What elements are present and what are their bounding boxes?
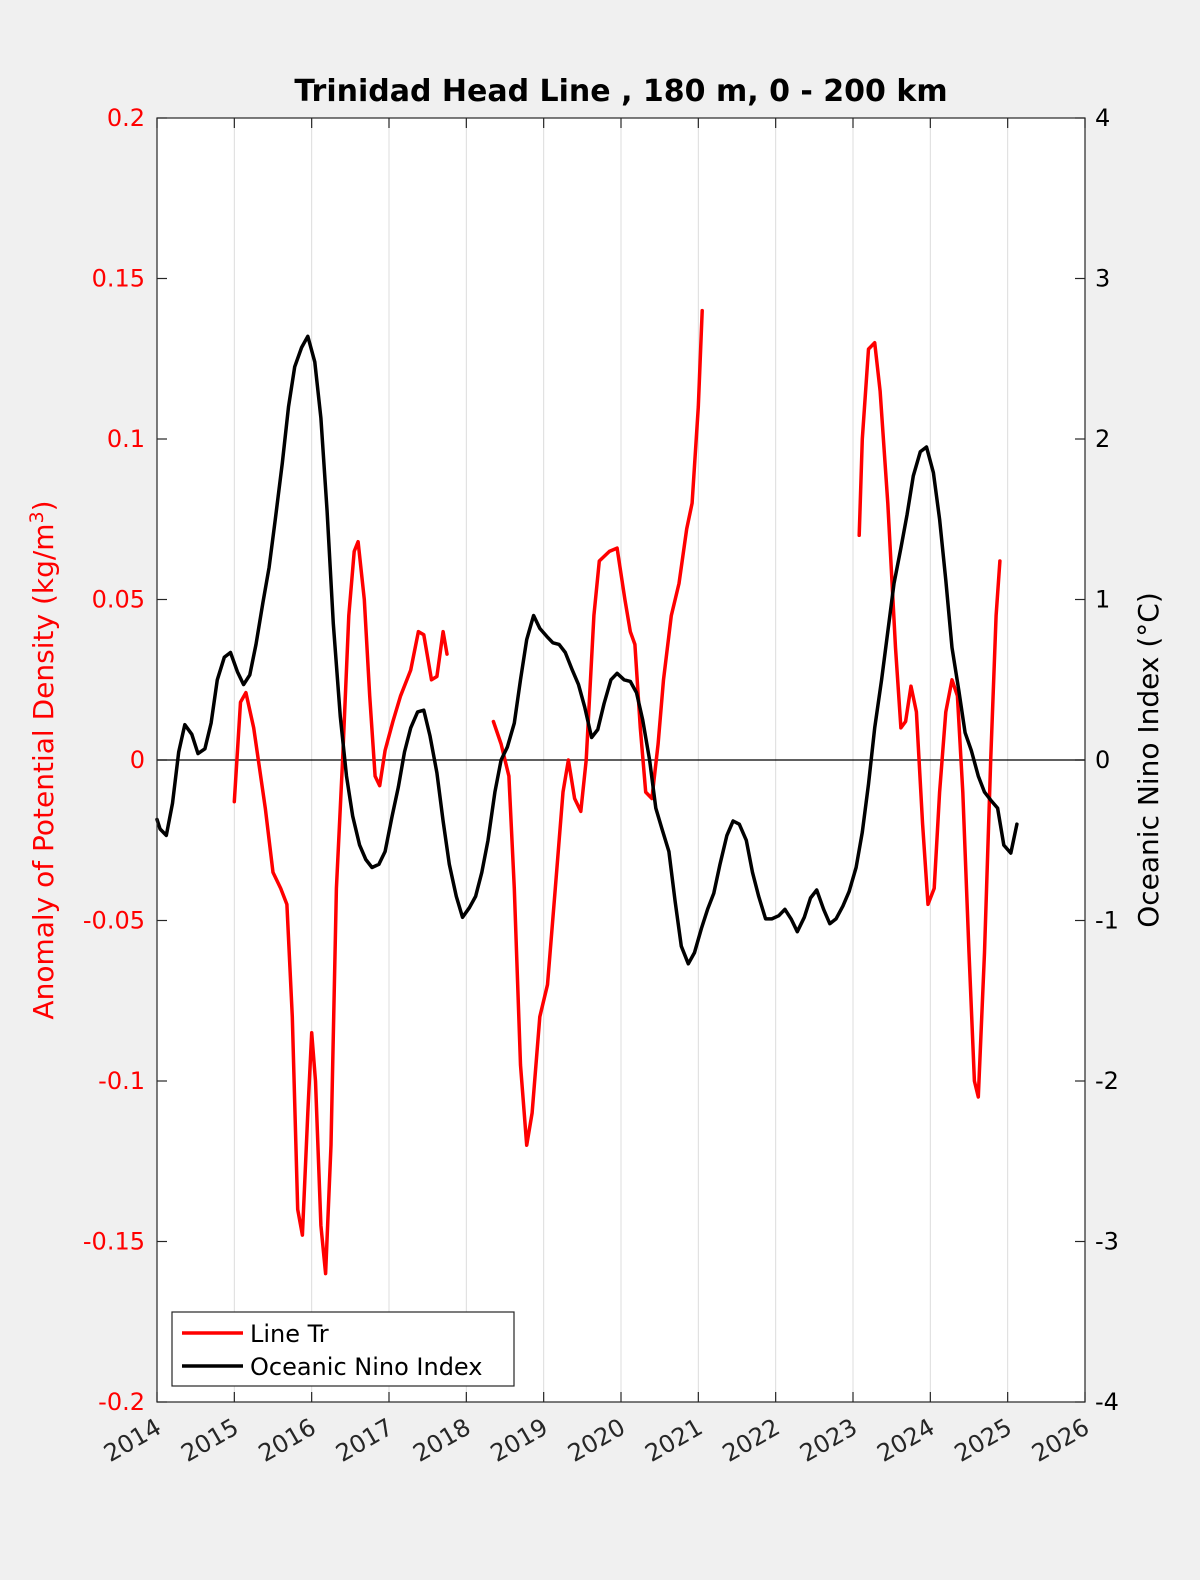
y-right-tick-label: 1 bbox=[1095, 586, 1110, 614]
x-tick-label: 2016 bbox=[254, 1413, 321, 1468]
y-left-tick-label: 0.05 bbox=[92, 586, 145, 614]
y-left-tick-label: -0.05 bbox=[83, 907, 145, 935]
y-axis-label-left-main: Anomaly of Potential Density (kg/m bbox=[27, 523, 60, 1019]
y-left-tick-label: 0.2 bbox=[107, 104, 145, 132]
y-right-tick-label: -1 bbox=[1095, 907, 1119, 935]
series-layer bbox=[155, 308, 1019, 1276]
x-tick-label: 2017 bbox=[331, 1413, 398, 1468]
y-left-tick-label: -0.1 bbox=[98, 1067, 145, 1095]
series-line-tr bbox=[232, 539, 449, 1276]
x-tick-label: 2014 bbox=[99, 1413, 166, 1468]
x-tick-label: 2025 bbox=[950, 1413, 1017, 1468]
y-axis-label-left-sup: 3 bbox=[26, 511, 48, 523]
y-right-tick-label: 4 bbox=[1095, 104, 1110, 132]
y-right-tick-label: 3 bbox=[1095, 265, 1110, 293]
y-axis-label-left-close: ) bbox=[27, 500, 60, 511]
legend-label-line-tr: Line Tr bbox=[250, 1320, 329, 1348]
series-line-tr bbox=[857, 340, 1002, 1099]
x-tick-label: 2024 bbox=[872, 1413, 939, 1468]
y-left-tick-label: -0.15 bbox=[83, 1228, 145, 1256]
x-tick-label: 2022 bbox=[718, 1413, 785, 1468]
series-line-tr bbox=[491, 308, 704, 1147]
y-left-tick-label: 0.1 bbox=[107, 425, 145, 453]
x-tick-label: 2026 bbox=[1027, 1413, 1094, 1468]
legend-label-oni: Oceanic Nino Index bbox=[250, 1353, 482, 1381]
x-tick-label: 2019 bbox=[486, 1413, 553, 1468]
series-oni bbox=[155, 334, 1019, 966]
y-right-tick-label: -3 bbox=[1095, 1228, 1119, 1256]
y-left-tick-label: 0 bbox=[130, 746, 145, 774]
x-tick-label: 2018 bbox=[408, 1413, 475, 1468]
chart-title: Trinidad Head Line , 180 m, 0 - 200 km bbox=[294, 74, 947, 109]
y-right-tick-label: 0 bbox=[1095, 746, 1110, 774]
y-axis-label-right: Oceanic Nino Index (°C) bbox=[1132, 592, 1165, 928]
y-right-tick-label: -4 bbox=[1095, 1388, 1119, 1416]
legend-box bbox=[171, 1311, 515, 1387]
x-tick-label: 2021 bbox=[640, 1413, 707, 1468]
plot-border bbox=[156, 117, 1086, 1403]
x-tick-label: 2020 bbox=[563, 1413, 630, 1468]
y-axis-label-left: Anomaly of Potential Density (kg/m3) bbox=[26, 500, 60, 1019]
legend: Line Tr Oceanic Nino Index bbox=[171, 1311, 515, 1387]
x-tick-label: 2023 bbox=[795, 1413, 862, 1468]
y-left-tick-label: -0.2 bbox=[98, 1388, 145, 1416]
x-tick-label: 2015 bbox=[176, 1413, 243, 1468]
y-right-tick-label: 2 bbox=[1095, 425, 1110, 453]
y-left-tick-label: 0.15 bbox=[92, 265, 145, 293]
y-right-tick-label: -2 bbox=[1095, 1067, 1119, 1095]
